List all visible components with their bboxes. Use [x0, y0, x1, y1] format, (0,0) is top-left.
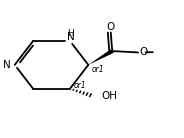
- Text: H: H: [68, 29, 74, 38]
- Polygon shape: [88, 49, 114, 65]
- Text: O: O: [139, 47, 147, 57]
- Text: O: O: [107, 22, 115, 32]
- Text: OH: OH: [101, 91, 117, 101]
- Text: or1: or1: [92, 65, 104, 74]
- Text: N: N: [3, 60, 11, 70]
- Text: or1: or1: [73, 81, 86, 90]
- Text: N: N: [67, 32, 75, 42]
